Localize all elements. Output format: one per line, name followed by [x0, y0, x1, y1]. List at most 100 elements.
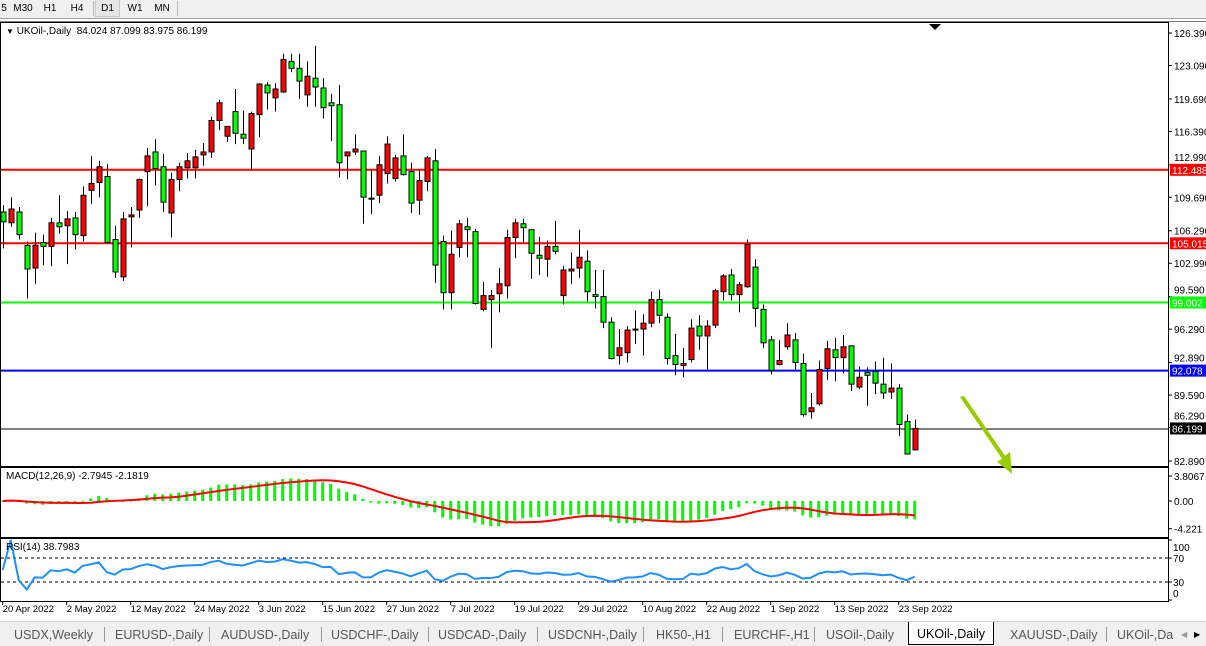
- macd-histogram-bar: [545, 501, 549, 516]
- candle: [280, 53, 287, 93]
- tab-separator: [209, 627, 210, 642]
- candle: [464, 217, 471, 258]
- tab-xauusd-daily[interactable]: XAUUSD-,Daily: [1010, 628, 1098, 642]
- candle: [648, 291, 655, 328]
- candle: [136, 178, 143, 218]
- candle: [696, 315, 703, 350]
- candle: [64, 210, 71, 265]
- triangle-down-icon[interactable]: ▼: [6, 27, 14, 36]
- triangle-left-icon[interactable]: ◀: [1181, 630, 1188, 639]
- candle-body: [432, 160, 439, 266]
- candle: [120, 211, 127, 281]
- price-tick-label: 112.990: [1174, 153, 1206, 164]
- candle-body: [800, 362, 807, 416]
- candle-body: [520, 223, 527, 229]
- candle-body: [72, 217, 79, 236]
- candle-body: [544, 245, 551, 260]
- candle: [360, 150, 367, 224]
- macd-histogram-bar: [705, 501, 709, 518]
- tab-hk50-h1[interactable]: HK50-,H1: [656, 628, 711, 642]
- date-tick-label: 13 Sep 2022: [835, 604, 889, 615]
- chart-canvas[interactable]: 126.390 123.090 119.690 116.390 112.990 109.6…: [0, 0, 1206, 620]
- macd-histogram-bar: [505, 501, 509, 524]
- candle: [568, 252, 575, 284]
- timeframe-h1-button[interactable]: H1: [43, 3, 57, 14]
- candle-body: [536, 254, 543, 259]
- candle-body: [112, 239, 119, 273]
- chart-header: ▼ UKOil-,Daily 84.024 87.099 83.975 86.1…: [6, 26, 207, 37]
- trend-arrow-icon: [960, 395, 1012, 474]
- candle-body: [576, 256, 583, 269]
- macd-histogram-bar: [497, 501, 501, 527]
- timeframe-m5-button[interactable]: 5: [1, 3, 7, 14]
- macd-histogram-bar: [305, 479, 309, 501]
- candle: [144, 148, 151, 207]
- macd-histogram-bar: [561, 501, 565, 516]
- candle-body: [392, 157, 399, 180]
- tab-usdcad-daily[interactable]: USDCAD-,Daily: [438, 628, 527, 642]
- tab-usoil-daily[interactable]: USOil-,Daily: [826, 628, 895, 642]
- macd-histogram-bar: [385, 501, 389, 504]
- macd-histogram-bar: [65, 501, 69, 503]
- macd-histogram-bar: [857, 501, 861, 514]
- price-level-label: 105.015: [1172, 239, 1206, 250]
- tab-eurusd-daily[interactable]: EURUSD-,Daily: [115, 628, 204, 642]
- tab-usdcnh-daily[interactable]: USDCNH-,Daily: [548, 628, 637, 642]
- tab-audusd-daily[interactable]: AUDUSD-,Daily: [221, 628, 310, 642]
- price-level-label: 86.199: [1172, 424, 1203, 435]
- candle-body: [64, 218, 71, 227]
- macd-histogram-bar: [97, 495, 101, 501]
- macd-histogram-bar: [633, 501, 637, 524]
- macd-histogram-bar: [481, 501, 485, 525]
- triangle-right-icon[interactable]: ▶: [1194, 630, 1201, 639]
- chart-symbol: UKOil-,Daily: [16, 26, 72, 37]
- macd-histogram-bar: [457, 501, 461, 520]
- candle: [528, 229, 535, 279]
- candle-body: [528, 229, 535, 254]
- candle: [264, 82, 271, 110]
- macd-histogram-bar: [713, 501, 717, 515]
- macd-histogram-bar: [905, 501, 909, 519]
- candle-body: [888, 387, 895, 393]
- candle: [824, 340, 831, 381]
- macd-histogram-bar: [281, 479, 285, 501]
- rsi-value: 38.7983: [43, 542, 80, 553]
- tab-eurchf-h1[interactable]: EURCHF-,H1: [734, 628, 810, 642]
- macd-histogram-bar: [345, 491, 349, 501]
- tab-separator: [428, 627, 429, 642]
- candle-body: [840, 346, 847, 359]
- price-level-label: 112.488: [1172, 166, 1206, 177]
- candle: [288, 53, 295, 73]
- macd-histogram-bar: [369, 501, 373, 503]
- candle: [200, 143, 207, 166]
- tab-usdx-weekly[interactable]: USDX,Weekly: [14, 628, 93, 642]
- chart-shift-marker-icon: [929, 24, 941, 30]
- candle: [208, 116, 215, 158]
- candle-body: [192, 156, 199, 169]
- tab-ukoil-daily[interactable]: UKOil-,Daily: [908, 622, 995, 645]
- macd-histogram-bar: [785, 501, 789, 511]
- candle: [672, 333, 679, 376]
- macd-tick-label: 0.00: [1174, 497, 1194, 508]
- macd-histogram-bar: [601, 501, 605, 519]
- tab-ukoil-daily-2[interactable]: UKOil-,Da: [1117, 628, 1174, 642]
- timeframe-d1-button[interactable]: D1: [95, 0, 120, 17]
- candle: [848, 345, 855, 392]
- candle: [128, 207, 135, 248]
- timeframe-mn-button[interactable]: MN: [154, 3, 170, 14]
- price-level-label-bg: [1170, 296, 1206, 309]
- macd-histogram-bar: [89, 498, 93, 501]
- tab-usdchf-daily[interactable]: USDCHF-,Daily: [331, 628, 419, 642]
- tab-separator: [321, 627, 322, 642]
- candle: [880, 357, 887, 399]
- candle-body: [224, 125, 231, 137]
- candle: [368, 169, 375, 214]
- candle: [576, 229, 583, 278]
- timeframe-w1-button[interactable]: W1: [127, 3, 143, 14]
- timeframe-m30-button[interactable]: M30: [13, 3, 33, 14]
- rsi-name: RSI(14): [6, 542, 41, 553]
- timeframe-h4-button[interactable]: H4: [70, 3, 84, 14]
- macd-histogram-bar: [521, 501, 525, 519]
- macd-histogram-bar: [673, 501, 677, 522]
- candle: [104, 163, 111, 244]
